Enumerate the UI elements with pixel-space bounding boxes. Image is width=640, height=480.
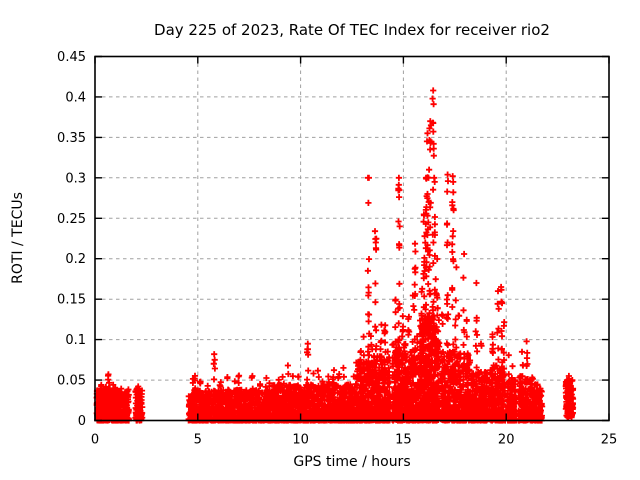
y-tick-label: 0.4 [65,90,86,105]
y-tick-label: 0.35 [57,131,86,146]
y-tick-label: 0.05 [57,374,86,389]
x-axis-label: GPS time / hours [293,454,410,470]
x-tick-label: 5 [194,433,202,448]
x-tick-label: 25 [601,433,618,448]
y-axis-label: ROTI / TECUs [10,192,26,284]
y-tick-label: 0 [78,414,86,429]
x-tick-label: 10 [292,433,309,448]
x-tick-label: 15 [395,433,412,448]
x-tick-labels: 0 5 10 15 20 25 [91,433,617,448]
plot-border [94,55,610,422]
y-tick-labels: 0 0.05 0.1 0.15 0.2 0.25 0.3 0.35 0.4 0.45 [57,50,86,429]
y-tick-label: 0.3 [65,171,86,186]
y-tick-label: 0.25 [57,212,86,227]
y-tick-label: 0.45 [57,50,86,65]
x-tick-label: 0 [91,433,99,448]
axis-ticks [94,55,610,422]
y-tick-label: 0.1 [65,333,86,348]
chart-title: Day 225 of 2023, Rate Of TEC Index for r… [154,21,550,39]
x-tick-label: 20 [498,433,515,448]
y-tick-label: 0.2 [65,252,86,267]
y-tick-label: 0.15 [57,293,86,308]
gridlines [95,56,609,421]
